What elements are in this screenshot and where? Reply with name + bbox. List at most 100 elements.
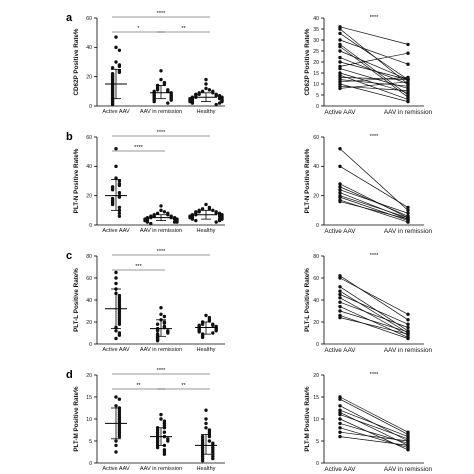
- y-tick-label: 15: [313, 71, 319, 77]
- data-point: [159, 208, 163, 213]
- y-tick-label: 0: [316, 104, 319, 110]
- paired-line: [339, 310, 409, 333]
- paired-plot-d: 0 5 10 15 20 PLT-M Positive Rate% Active AAV AA…: [304, 372, 433, 473]
- data-point-active: [338, 164, 342, 169]
- paired-line: [339, 201, 409, 220]
- y-tick-label: 20: [86, 373, 92, 379]
- y-tick-label: 60: [86, 135, 92, 141]
- significance-label: ****: [370, 372, 380, 378]
- paired-line: [339, 315, 409, 339]
- data-point: [211, 91, 215, 95]
- x-category-label: AAV in remission: [140, 347, 182, 353]
- data-point-remission: [406, 325, 410, 330]
- paired-line: [339, 44, 409, 96]
- y-tick-label: 5: [316, 439, 319, 445]
- data-point: [166, 101, 170, 105]
- data-point: [114, 404, 118, 408]
- data-point-active: [338, 285, 342, 289]
- data-point-active: [338, 44, 342, 49]
- y-tick-label: 30: [313, 38, 319, 44]
- x-category-label: Active AAV: [102, 347, 130, 353]
- y-tick-label: 5: [89, 439, 92, 445]
- data-point: [200, 335, 205, 340]
- data-point-active: [338, 296, 342, 300]
- data-point-active: [338, 182, 342, 186]
- data-point-active: [338, 31, 342, 36]
- y-tick-label: 60: [313, 276, 319, 282]
- y-tick-label: 40: [313, 298, 319, 304]
- data-point: [200, 89, 205, 94]
- y-axis-title: CD62P Positive Rate%: [304, 28, 311, 95]
- data-point: [149, 221, 153, 226]
- data-point: [204, 421, 208, 426]
- paired-line: [339, 39, 409, 65]
- y-tick-label: 35: [313, 27, 319, 33]
- data-point: [214, 329, 218, 333]
- significance-label: **: [136, 383, 141, 389]
- y-axis-title: PLT-N Positive Rate%: [73, 148, 80, 213]
- paired-line: [339, 275, 409, 321]
- data-point: [152, 99, 156, 104]
- x-category-label: Active AAV: [324, 109, 356, 116]
- y-tick-label: 20: [313, 60, 319, 66]
- y-tick-label: 80: [313, 254, 319, 260]
- data-point: [175, 220, 179, 224]
- paired-line: [339, 199, 409, 223]
- paired-line: [339, 74, 409, 100]
- data-point-active: [338, 276, 342, 280]
- data-point-active: [338, 55, 342, 60]
- data-point-remission: [406, 318, 410, 322]
- data-point: [166, 439, 170, 443]
- data-point-active: [338, 191, 342, 195]
- data-point: [197, 330, 201, 334]
- data-point: [204, 77, 208, 82]
- y-tick-label: 60: [313, 135, 319, 141]
- data-point-active: [338, 404, 342, 408]
- significance-label: ****: [370, 15, 380, 21]
- y-tick-label: 0: [89, 461, 92, 467]
- data-point-active: [338, 38, 342, 42]
- x-category-label: Active AAV: [324, 228, 356, 235]
- data-point: [117, 205, 122, 210]
- data-point-active: [338, 199, 342, 204]
- data-point-remission: [406, 80, 410, 84]
- data-point-active: [338, 195, 342, 199]
- x-category-label: Healthy: [197, 347, 216, 353]
- data-point: [214, 94, 218, 98]
- y-axis-title: PLT-M Positive Rate%: [304, 386, 311, 452]
- data-point: [114, 60, 118, 64]
- paired-line: [339, 301, 409, 328]
- y-tick-label: 20: [86, 193, 92, 199]
- data-point: [117, 64, 122, 69]
- paired-line: [339, 398, 409, 435]
- data-point: [155, 88, 160, 92]
- y-tick-label: 40: [86, 298, 92, 304]
- y-axis-title: CD62P Positive Rate%: [73, 28, 80, 95]
- x-category-label: AAV in remission: [384, 109, 433, 116]
- paired-line: [339, 52, 409, 67]
- y-tick-label: 40: [86, 164, 92, 170]
- data-point: [114, 147, 118, 151]
- data-point: [117, 183, 122, 188]
- paired-line: [339, 46, 409, 98]
- significance-label: ****: [157, 249, 167, 255]
- significance-label: *: [137, 26, 140, 32]
- data-point: [204, 408, 208, 412]
- y-axis-title: PLT-N Positive Rate%: [304, 148, 311, 213]
- data-point: [117, 214, 122, 218]
- paired-line: [339, 196, 409, 221]
- data-point: [166, 331, 170, 335]
- x-category-label: Active AAV: [324, 347, 356, 354]
- data-point-remission: [406, 211, 410, 215]
- data-point-active: [338, 430, 342, 434]
- data-point: [162, 82, 167, 86]
- data-point-active: [338, 292, 342, 297]
- paired-line: [339, 77, 409, 83]
- y-tick-label: 0: [89, 223, 92, 229]
- data-point-active: [338, 185, 342, 189]
- y-tick-label: 10: [313, 417, 319, 423]
- data-point: [207, 434, 212, 439]
- x-category-label: AAV in remission: [384, 347, 433, 354]
- data-point: [145, 220, 150, 224]
